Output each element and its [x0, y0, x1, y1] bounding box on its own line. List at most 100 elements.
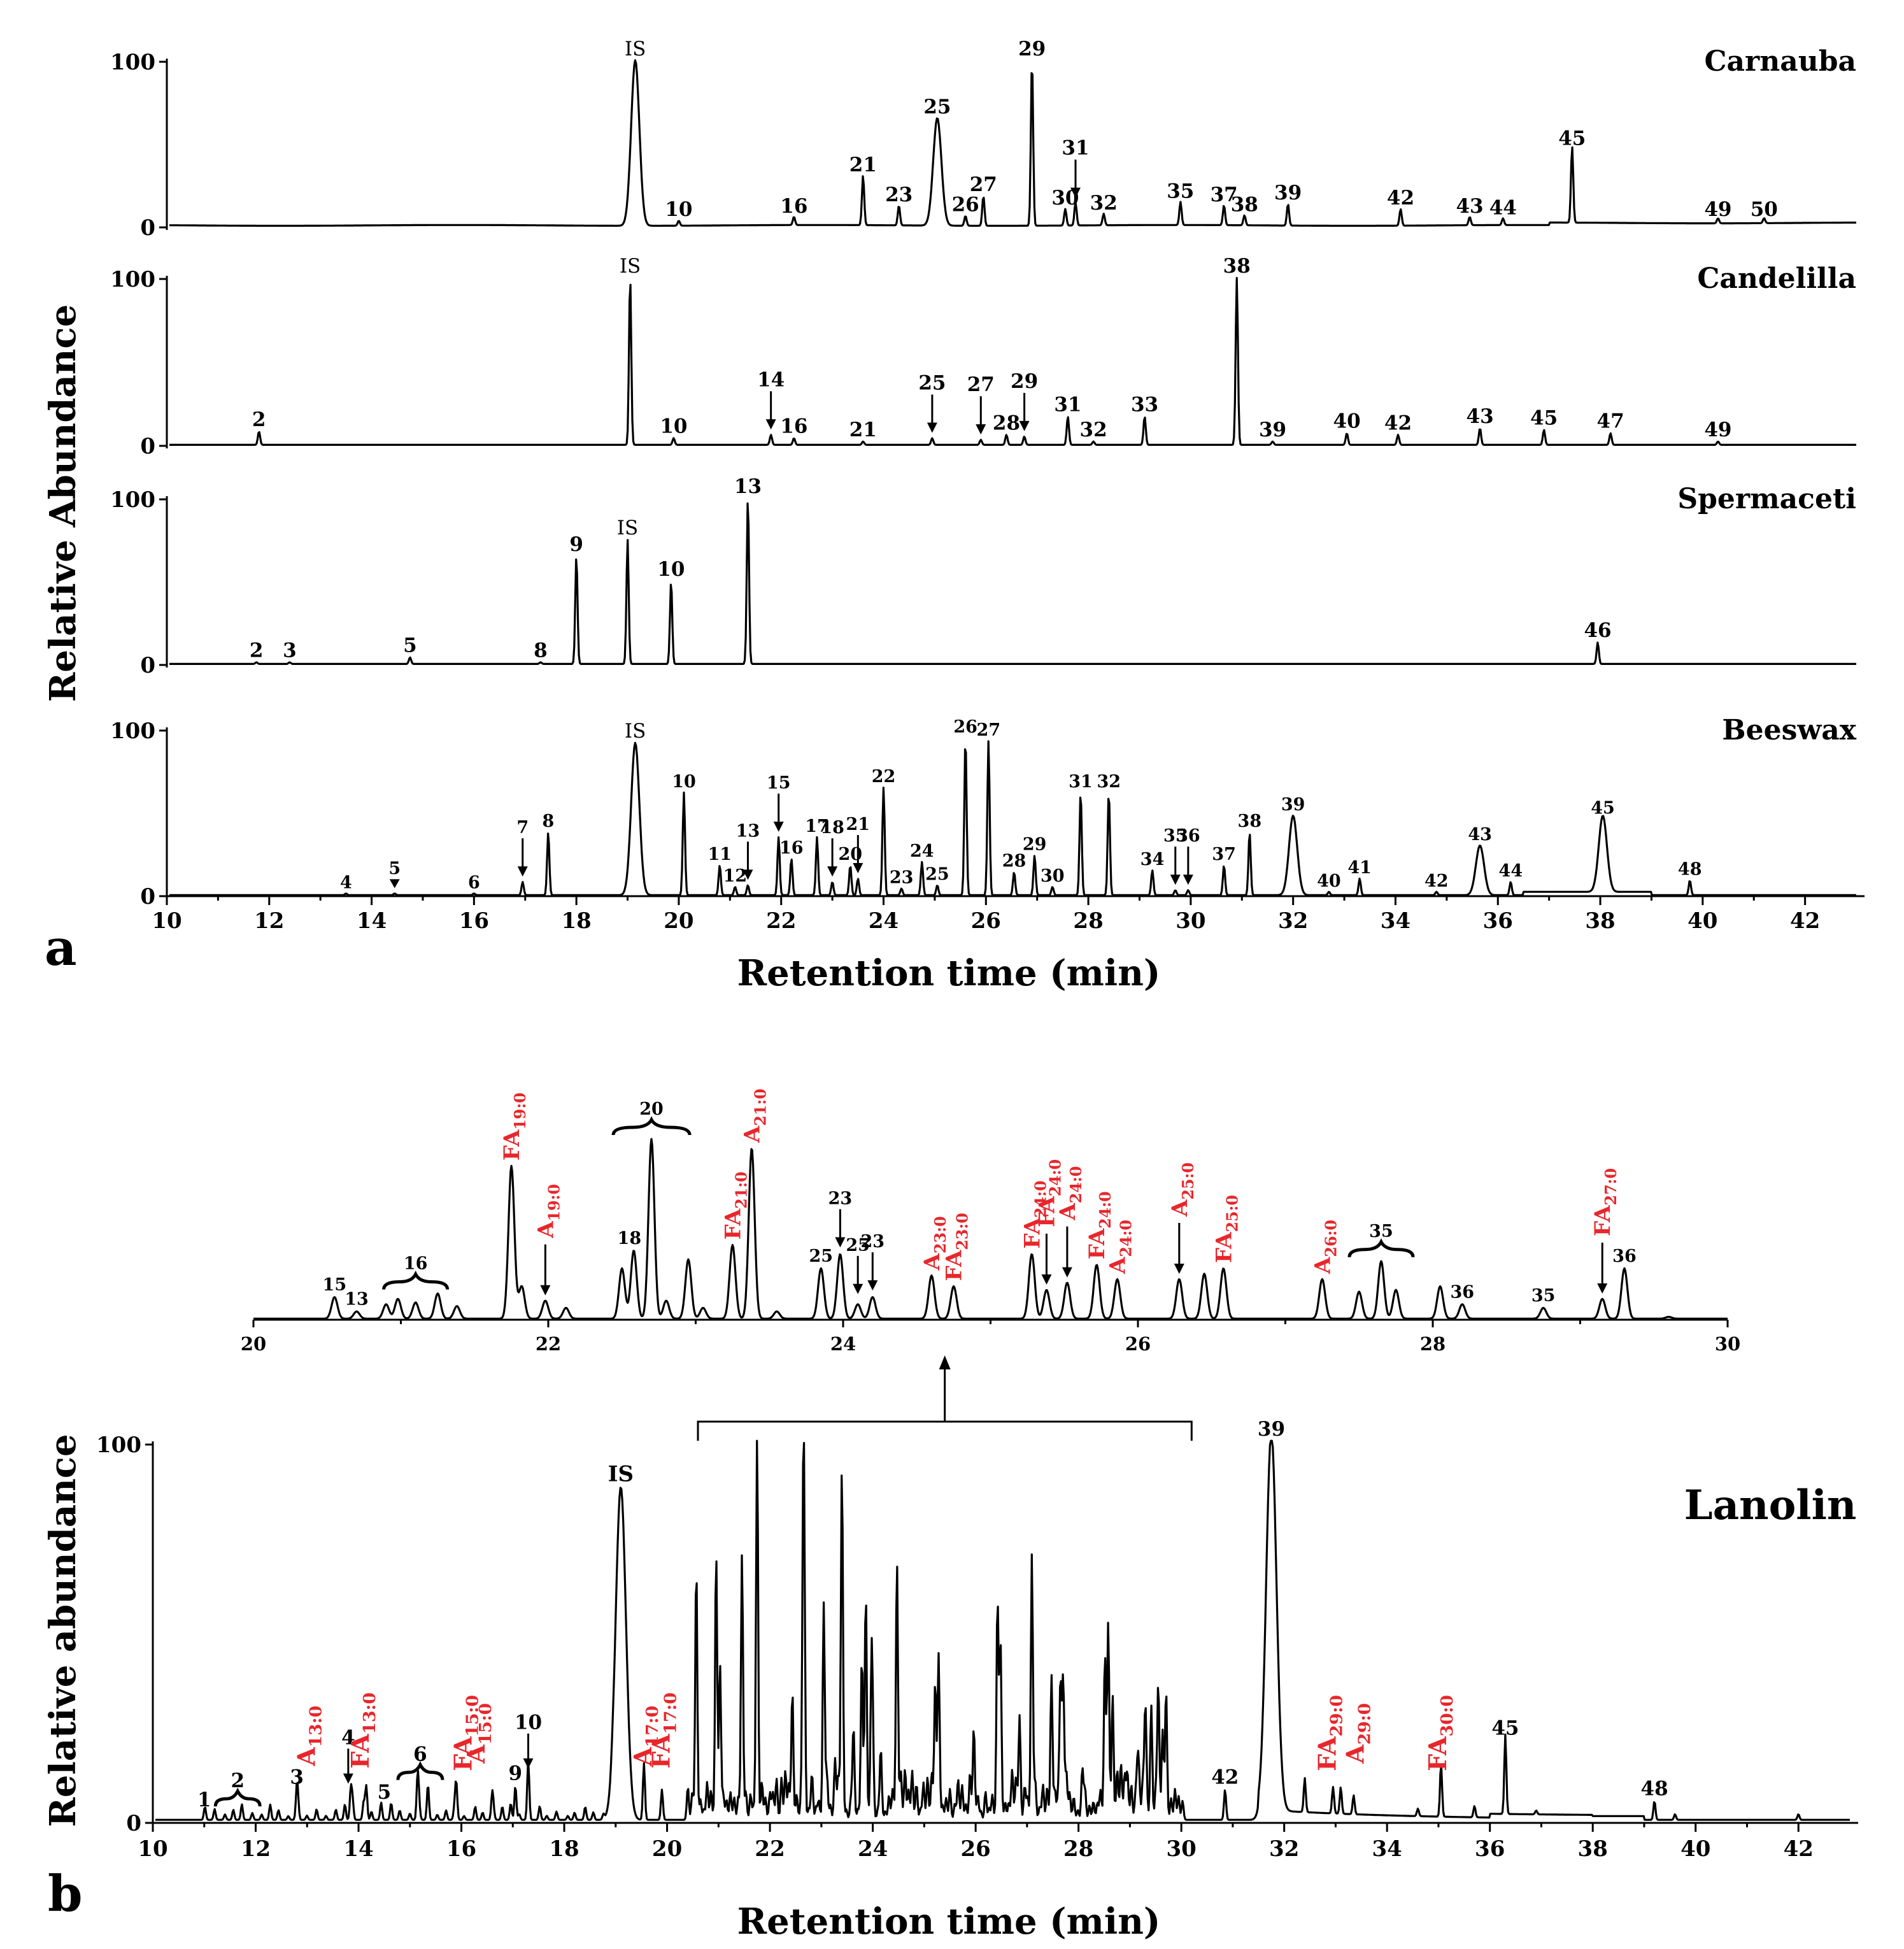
- panel-b-peak-10-arrow-head: [523, 1758, 534, 1769]
- panel-b-annotation-A-29:0-main: A: [1341, 1745, 1370, 1764]
- panel-a-carnauba-trace: [169, 59, 1857, 227]
- panel-b-label: b: [48, 1865, 83, 1923]
- panel-a-beeswax-peak-40-label: 40: [1317, 871, 1341, 891]
- inset-annotation-FA-27:0-sub: 27:0: [1602, 1168, 1620, 1205]
- panel-a-spermaceti-trace: [169, 502, 1857, 665]
- inset-annotation-A-24:0-main: A: [1055, 1203, 1081, 1221]
- inset-x-tick-label: 30: [1715, 1333, 1740, 1355]
- panel-b-x-tick-label: 38: [1578, 1836, 1608, 1862]
- panel-a-carnauba-peak-50-label: 50: [1751, 198, 1778, 221]
- panel-a-x-axis-label: Retention time (min): [737, 952, 1161, 994]
- panel-a-carnauba-peak-35-label: 35: [1167, 180, 1194, 203]
- panel-a-candelilla-peak-2-label: 2: [252, 408, 266, 431]
- panel-a-x-tick-label: 26: [971, 908, 1001, 934]
- panel-a-beeswax-peak-27-label: 27: [977, 720, 1001, 740]
- panel-b-y-axis-label: Relative abundance: [42, 1434, 84, 1827]
- panel-a-beeswax-peak-22-label: 22: [872, 767, 896, 787]
- panel-a-beeswax-peak-11-label: 11: [707, 845, 732, 864]
- panel-a-beeswax-peak-21-label: 21: [846, 815, 870, 834]
- panel-a-candelilla-peak-45-label: 45: [1530, 406, 1558, 429]
- panel-a-x-tick-label: 38: [1585, 908, 1615, 934]
- inset-peak-23-arrow-head: [835, 1237, 846, 1248]
- inset-annotation-FA-24:0-sub: 24:0: [1097, 1191, 1114, 1228]
- panel-a-x-tick-label: 24: [869, 908, 899, 934]
- panel-b-peak-6-label: 6: [413, 1743, 427, 1766]
- inset-annotation-A-24:0-arrow-head: [1062, 1267, 1072, 1278]
- panel-b-annotation-FA-13:0-main: FA: [346, 1734, 374, 1769]
- inset-peak-35-label: 35: [1369, 1222, 1393, 1241]
- inset-annotation-A-19:0: A19:0: [533, 1184, 563, 1239]
- panel-a-beeswax-peak-13-label: 13: [736, 821, 760, 841]
- panel-a-carnauba-peak-45-label: 45: [1558, 127, 1586, 150]
- inset-annotation-FA-24:0-main: FA: [1034, 1196, 1060, 1227]
- inset-annotation-A-21:0: A21:0: [739, 1089, 769, 1143]
- panel-a-spermaceti-peak-9-label: 9: [569, 533, 583, 556]
- panel-a-candelilla-peak-39-label: 39: [1259, 418, 1286, 441]
- panel-b-x-tick-label: 16: [446, 1836, 476, 1862]
- inset-annotation-A-19:0-main: A: [533, 1221, 558, 1239]
- panel-a-x-tick-label: 12: [254, 908, 284, 934]
- inset-trace: [253, 1138, 1728, 1320]
- panel-a-carnauba-peak-32-label: 32: [1090, 192, 1118, 215]
- panel-b-y-tick-label: 100: [96, 1432, 141, 1458]
- panel-b-peak-39-label: 39: [1258, 1418, 1285, 1441]
- panel-a-candelilla-peak-16-label: 16: [780, 415, 807, 438]
- panel-a-beeswax-peak-29-label: 29: [1023, 835, 1047, 855]
- panel-a-x-tick-label: 34: [1381, 908, 1410, 934]
- panel-a-beeswax-peak-35-label: 35: [1163, 826, 1188, 846]
- panel-b-peak-2-brace: [213, 1787, 262, 1807]
- panel-b-annotation-A-13:0: A13:0: [292, 1706, 325, 1767]
- inset-annotation-A-24:0: A24:0: [1055, 1166, 1085, 1221]
- panel-a-beeswax-peak-25-label: 25: [925, 864, 949, 884]
- inset-annotation-A-24:0-main: A: [1105, 1257, 1131, 1274]
- panel-a-candelilla-peak-IS-label: IS: [620, 255, 641, 278]
- panel-b-x-tick-label: 36: [1475, 1836, 1505, 1862]
- panel-a-candelilla-peak-31-label: 31: [1054, 393, 1081, 416]
- panel-a-beeswax-peak-18-arrow-head: [827, 866, 838, 877]
- panel-a-beeswax-peak-24-label: 24: [910, 841, 934, 861]
- panel-a-beeswax-y-tick-label: 100: [110, 718, 155, 744]
- inset-peak-35-label: 35: [1531, 1286, 1556, 1306]
- panel-a-beeswax-peak-32-label: 32: [1097, 772, 1121, 792]
- inset-peak-23-label: 23: [828, 1189, 853, 1208]
- panel-a-beeswax-peak-5-marker: [389, 879, 400, 889]
- panel-a-x-tick-label: 18: [561, 908, 591, 934]
- inset-peak-23-label: 23: [861, 1232, 885, 1252]
- panel-b-x-tick-label: 10: [138, 1836, 167, 1862]
- inset-annotation-FA-24:0-main: FA: [1084, 1228, 1110, 1259]
- inset-annotation-A-25:0: A25:0: [1167, 1162, 1197, 1217]
- inset-annotation-FA-25:0-main: FA: [1211, 1232, 1237, 1263]
- panel-a-beeswax-peak-10-label: 10: [672, 772, 696, 792]
- panel-a-beeswax-peak-15-arrow-head: [773, 822, 784, 832]
- panel-a-spermaceti-peak-13-label: 13: [734, 475, 762, 498]
- panel-a-carnauba-peak-37-label: 37: [1211, 183, 1238, 206]
- inset-annotation-A-26:0-sub: 26:0: [1322, 1220, 1340, 1257]
- zoom-bracket: [697, 1420, 1193, 1441]
- inset-annotation-FA-23:0: FA23:0: [942, 1213, 972, 1281]
- inset-x-tick-label: 26: [1125, 1333, 1151, 1355]
- panel-a-candelilla-peak-27-label: 27: [967, 373, 995, 396]
- panel-a-carnauba-peak-43-label: 43: [1456, 195, 1483, 218]
- panel-a-candelilla-peak-47-label: 47: [1597, 410, 1624, 433]
- inset-annotation-A-24:0: A24:0: [1105, 1220, 1135, 1274]
- panel-b-x-tick-label: 32: [1269, 1836, 1299, 1862]
- inset-annotation-A-23:0: A23:0: [920, 1216, 949, 1271]
- panel-b-peak-6-brace: [396, 1761, 444, 1780]
- panel-a-candelilla-peak-49-label: 49: [1704, 418, 1731, 441]
- panel-a-candelilla-peak-40-label: 40: [1333, 410, 1361, 433]
- panel-a-spermaceti-y-tick-label: 0: [140, 653, 155, 678]
- inset-annotation-FA-19:0-sub: 19:0: [511, 1092, 529, 1129]
- panel-b-annotation-FA-15:0: FA15:0: [449, 1695, 483, 1771]
- panel-a-x-tick-label: 14: [357, 908, 387, 934]
- panel-a-candelilla-peak-42-label: 42: [1384, 411, 1412, 434]
- panel-b-annotation-FA-29:0-main: FA: [1312, 1736, 1341, 1771]
- inset-annotation-A-23:0-main: A: [920, 1253, 945, 1271]
- panel-a-beeswax-peak-6-label: 6: [468, 873, 480, 892]
- panel-a-beeswax-peak-42-label: 42: [1424, 871, 1449, 891]
- panel-a-carnauba-peak-29-label: 29: [1018, 38, 1046, 61]
- inset-peak-16-label: 16: [404, 1254, 428, 1274]
- inset-annotation-FA-27:0-arrow-head: [1597, 1283, 1608, 1294]
- panel-a-candelilla-peak-14-label: 14: [757, 368, 785, 391]
- inset-peak-20-brace: [611, 1116, 692, 1136]
